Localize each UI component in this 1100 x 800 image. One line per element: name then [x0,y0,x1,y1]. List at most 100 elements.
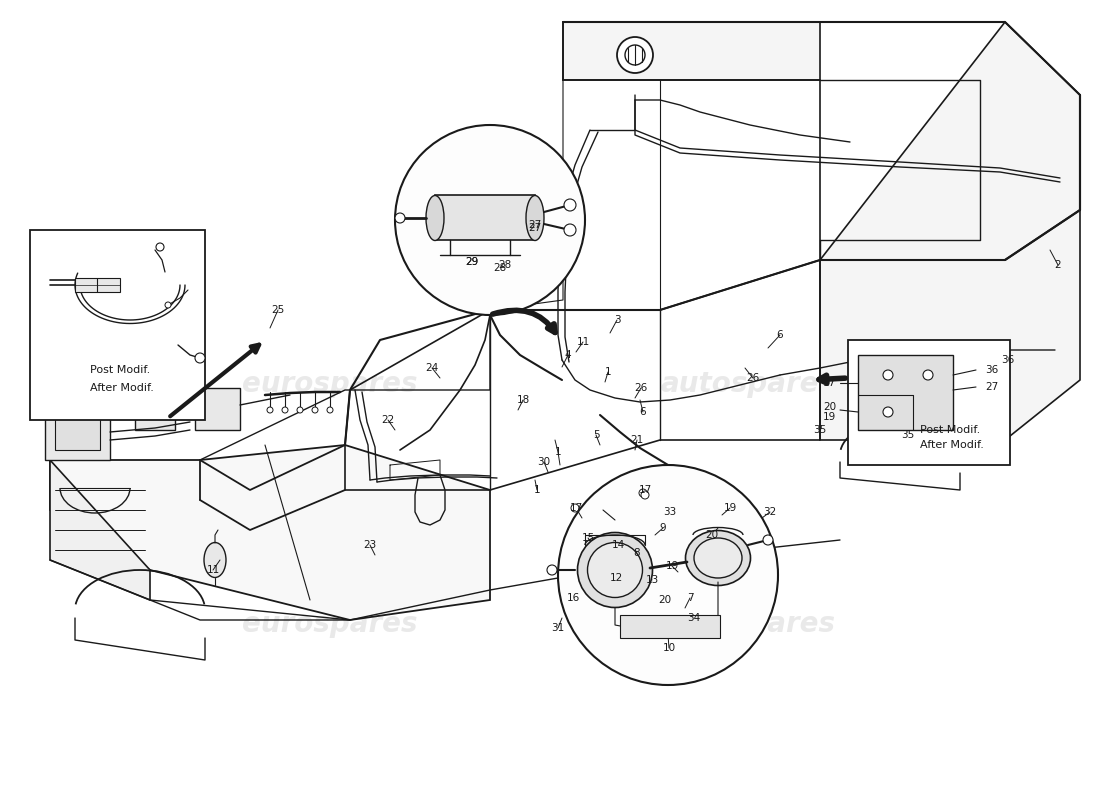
Text: 17: 17 [570,503,583,513]
Text: 20: 20 [705,530,718,540]
Text: 31: 31 [551,623,564,633]
Circle shape [558,465,778,685]
Polygon shape [50,445,490,620]
Text: 27: 27 [528,220,541,230]
Circle shape [327,407,333,413]
Text: 35: 35 [901,430,914,440]
Bar [858,355,953,430]
Text: eurospares: eurospares [242,370,418,398]
Bar [55,415,100,450]
Ellipse shape [587,542,642,598]
Text: 20: 20 [659,595,672,605]
Text: 32: 32 [763,507,777,517]
Bar [30,230,205,420]
Text: 3: 3 [614,315,620,325]
Bar [848,340,1010,465]
Circle shape [883,407,893,417]
Circle shape [763,535,773,545]
Ellipse shape [694,538,743,578]
Bar [75,278,120,292]
Text: 29: 29 [465,257,478,267]
Bar [45,405,110,460]
Text: 23: 23 [363,540,376,550]
Text: 4: 4 [564,350,571,360]
Text: eurospares: eurospares [242,610,418,638]
Circle shape [297,407,302,413]
Circle shape [156,243,164,251]
Text: 11: 11 [207,565,220,575]
Circle shape [564,199,576,211]
Text: 19: 19 [823,412,836,422]
Text: 28: 28 [498,260,512,270]
Text: 21: 21 [630,435,644,445]
Text: 1: 1 [554,447,561,457]
Ellipse shape [426,195,444,241]
Text: 2: 2 [1055,260,1061,270]
Text: 29: 29 [465,257,478,267]
Ellipse shape [685,530,750,586]
Circle shape [165,302,170,308]
Text: 33: 33 [663,507,676,517]
Text: 5: 5 [593,430,600,440]
Circle shape [312,407,318,413]
Text: 1: 1 [534,485,540,495]
Circle shape [639,489,647,497]
Text: 25: 25 [272,305,285,315]
Circle shape [883,370,893,380]
Text: After Modif.: After Modif. [920,440,983,450]
Bar [620,615,721,638]
Polygon shape [563,22,820,80]
Text: 20: 20 [823,402,836,412]
Text: 35: 35 [813,425,826,435]
Text: 1: 1 [605,367,612,377]
Text: 36: 36 [1001,355,1014,365]
Text: 15: 15 [582,533,595,543]
Text: 19: 19 [724,503,737,513]
Text: 36: 36 [984,365,999,375]
Text: 18: 18 [516,395,529,405]
Polygon shape [820,22,1080,440]
Circle shape [571,504,579,512]
Polygon shape [50,460,150,600]
Text: 34: 34 [688,613,701,623]
Text: 17: 17 [823,378,836,388]
Circle shape [641,491,649,499]
Text: 26: 26 [635,383,648,393]
Text: autospares: autospares [660,610,836,638]
Bar [135,390,175,430]
Circle shape [547,565,557,575]
Text: 9: 9 [660,523,667,533]
Text: Post Modif.: Post Modif. [90,365,151,375]
Text: 7: 7 [686,593,693,603]
Text: After Modif.: After Modif. [90,383,154,393]
Text: 27: 27 [984,382,999,392]
Ellipse shape [578,533,652,607]
Text: 8: 8 [634,548,640,558]
Circle shape [625,45,645,65]
Text: Post Modif.: Post Modif. [920,425,980,435]
Ellipse shape [526,195,544,241]
Circle shape [617,37,653,73]
Circle shape [195,353,205,363]
Circle shape [395,213,405,223]
Text: 16: 16 [566,593,580,603]
Circle shape [267,407,273,413]
Text: 10: 10 [662,643,675,653]
Bar [195,388,240,430]
Text: 12: 12 [609,573,623,583]
Circle shape [395,125,585,315]
Text: 22: 22 [382,415,395,425]
Text: 30: 30 [538,457,551,467]
Text: autospares: autospares [660,370,836,398]
Circle shape [564,224,576,236]
Text: 13: 13 [646,575,659,585]
Text: 19: 19 [666,561,679,571]
Text: 6: 6 [640,407,647,417]
Text: 24: 24 [426,363,439,373]
Ellipse shape [204,542,226,578]
Circle shape [923,370,933,380]
Circle shape [282,407,288,413]
Text: 28: 28 [494,263,507,273]
Bar [434,195,535,240]
Text: 17: 17 [638,485,651,495]
